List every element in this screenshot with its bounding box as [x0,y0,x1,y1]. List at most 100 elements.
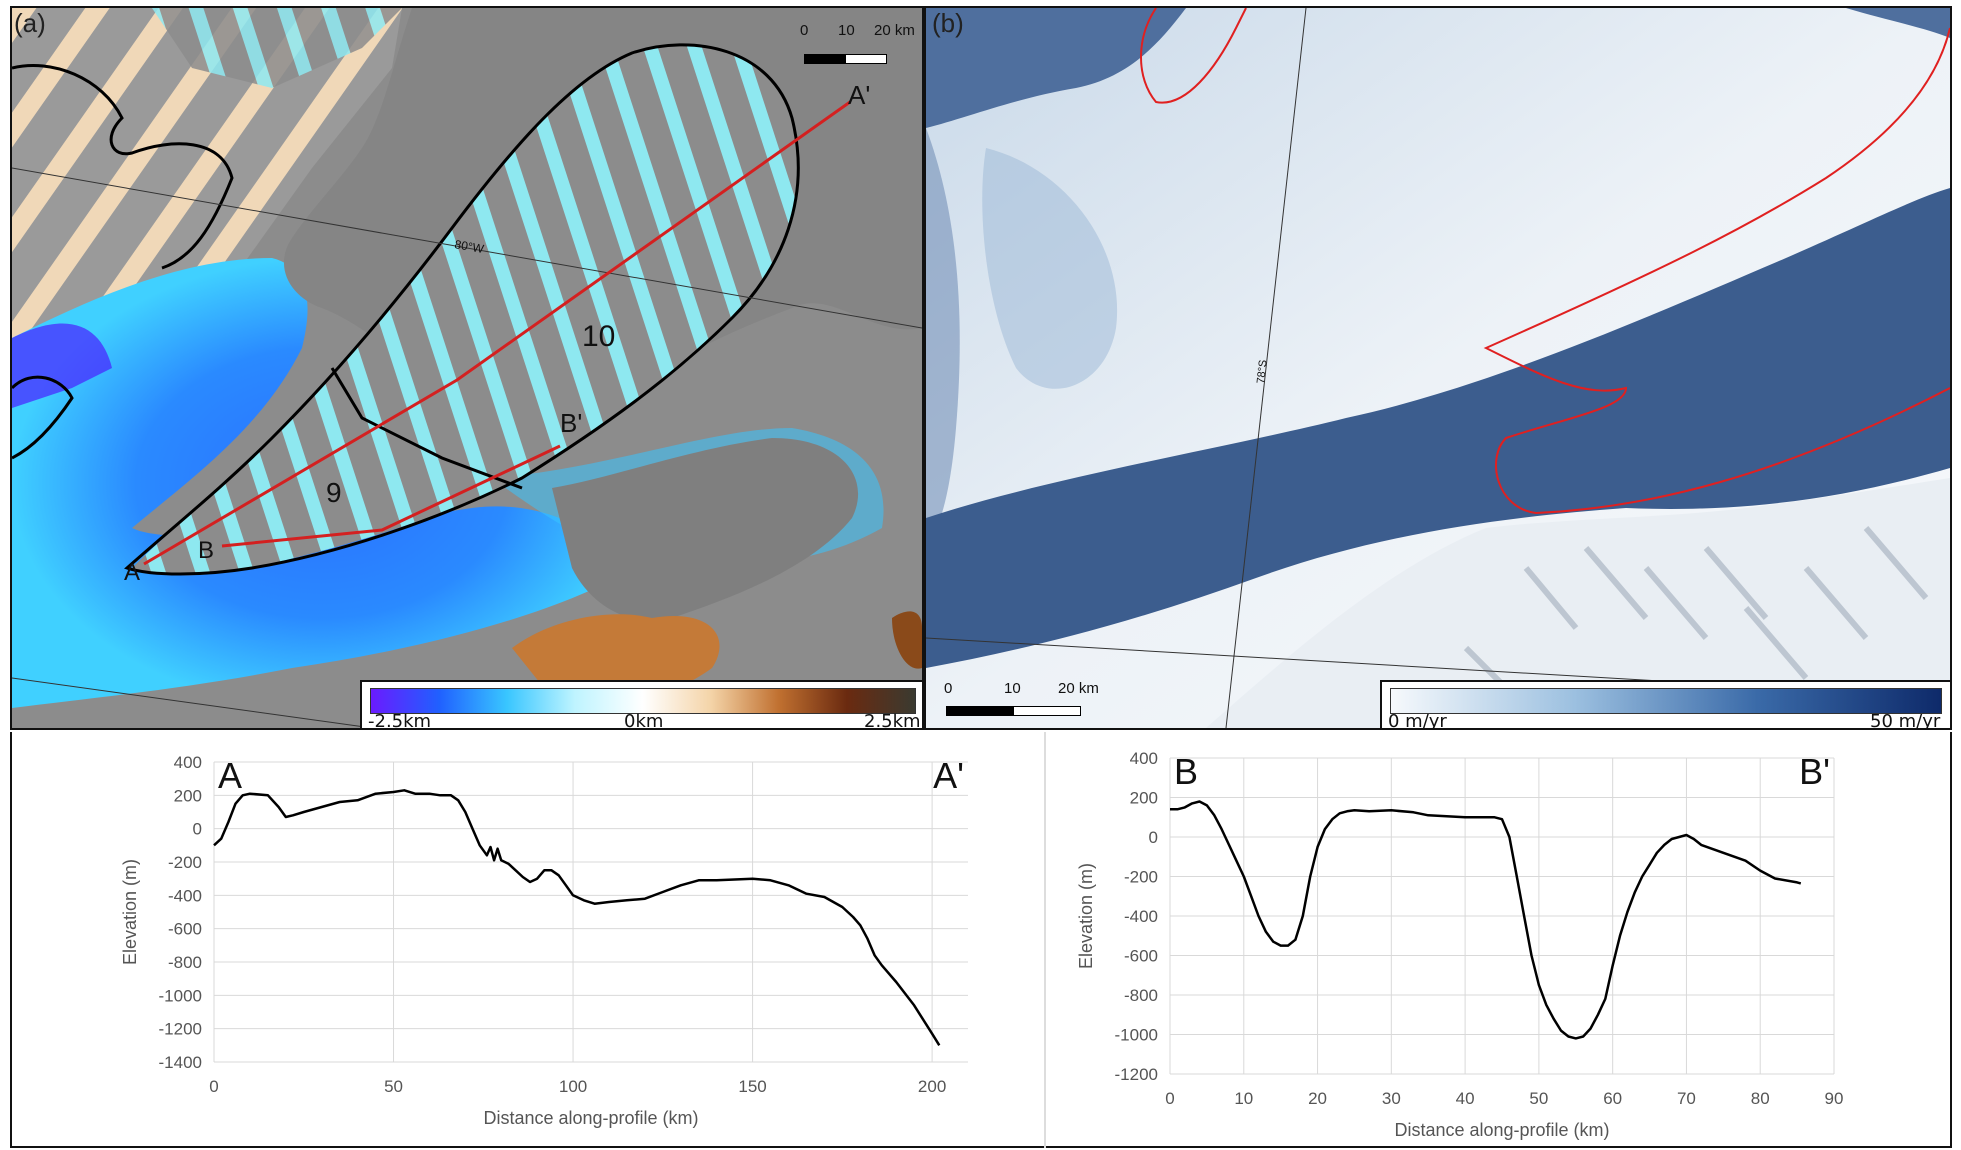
profile-b-xtick-label-5: 50 [1529,1089,1548,1108]
panel-b-scalebar-tick-0: 0 [944,680,953,697]
panel-a-scalebar-tick-10: 10 [838,22,855,39]
profile-a-ytick-label-2: 0 [193,820,202,839]
profile-a-xlabel: Distance along-profile (km) [483,1108,698,1128]
profile-a-ytick-label-8: -1200 [159,1020,202,1039]
panel-b-scalebar: 0 10 20 km [940,680,1099,726]
profile-a-xtick-label-3: 150 [738,1077,766,1096]
profile-a-ytick-label-1: 200 [174,786,202,805]
profile-a-ytick-label-0: 400 [174,753,202,772]
profile-b-end-label: B' [560,408,582,438]
profile-a-xtick-label-4: 200 [918,1077,946,1096]
velocity-trough [926,188,1950,668]
profile-b-ytick-label-3: -200 [1124,868,1158,887]
profile-b-xtick-label-9: 90 [1825,1089,1844,1108]
profile-b-xtick-label-4: 40 [1456,1089,1475,1108]
profile-b-xtick-label-8: 80 [1751,1089,1770,1108]
profile-b-ytick-label-0: 400 [1130,749,1158,768]
profile-a-ytick-label-9: -1400 [159,1053,202,1072]
upper-cyan-hatch [152,8,402,88]
profile-charts: 400 200 0 -200 -400 -600 -800 -1000 -1200 -1400 0 5… [10,732,1952,1148]
profile-b-xtick-label-1: 10 [1234,1089,1253,1108]
mid-blue-ice [982,148,1118,389]
profile-a-ytick-label-7: -1000 [159,986,202,1005]
profile-b-xtick-label-7: 70 [1677,1089,1696,1108]
panel-b-colorbar-min: 0 m/yr [1388,711,1447,730]
profile-a-start-label: A [218,755,242,796]
panel-b-scalebar-black-seg [946,706,1014,716]
profile-a-ytick-label-5: -600 [168,920,202,939]
glacier-outlines [12,43,800,576]
panel-a-colorbar-mid: 0km [624,711,664,730]
panel-b-scalebar-tick-10: 10 [1004,680,1021,697]
panel-b-colorbar-max: 50 m/yr [1870,711,1941,730]
profile-b-xlabel: Distance along-profile (km) [1394,1120,1609,1140]
profile-b-xtick-label-3: 30 [1382,1089,1401,1108]
panel-b-scalebar-tick-20: 20 km [1058,680,1099,697]
graticule-line-lat [1225,8,1307,728]
profile-b-ytick-label-7: -1000 [1115,1026,1158,1045]
profile-a-start-label: A [124,559,140,586]
grey-land-south [552,438,859,621]
graticule-line-2 [12,677,373,728]
profile-b-start-label: B [198,537,214,564]
graticule-line-1 [12,167,922,329]
graticule-lat-label: 78°S [1255,359,1269,384]
panel-a-bed-elevation-map: 80°W A A' B B' 9 10 (a) 0 10 20 km -2.5k… [10,6,924,730]
upper-left-terrain [12,8,402,388]
profile-a-xtick-label-1: 50 [384,1077,403,1096]
profile-b-ytick-label-6: -800 [1124,986,1158,1005]
panel-a-label: (a) [14,8,46,38]
panel-a-scalebar: 0 10 20 km [798,22,918,68]
profile-a-series-line [213,789,941,1046]
region-9-label: 9 [326,477,342,508]
upper-left-dark-ice [926,8,1186,128]
red-outline-top [1140,8,1247,104]
panel-a-colorbar-min: -2.5km [368,711,432,730]
profile-line-a [143,100,851,566]
profile-b-xtick-label-6: 60 [1603,1089,1622,1108]
region-10-label: 10 [582,320,615,353]
profile-b-ytick-label-2: 0 [1149,828,1158,847]
profile-line-b [221,444,561,548]
profile-b-ylabel: Elevation (m) [1076,863,1096,969]
profile-b-ytick-label-1: 200 [1130,789,1158,808]
profile-b-start-label: B [1174,751,1198,792]
graticule-lon-label: 80°W [453,237,485,256]
profile-b-ytick-label-5: -600 [1124,947,1158,966]
profile-b-ytick-label-8: -1200 [1115,1065,1158,1084]
panel-b-map-graphic: 78°S [926,8,1950,728]
panel-b-label: (b) [932,8,964,38]
profile-a-ylabel: Elevation (m) [120,859,140,965]
brown-high-2 [892,611,922,669]
top-right-dark [1846,8,1950,38]
brown-high-1 [512,614,720,702]
profile-a-end-label: A' [933,755,964,796]
profile-a-chart: 400 200 0 -200 -400 -600 -800 -1000 -1200 -1400 0 5… [120,753,968,1128]
profile-a-xtick-label-2: 100 [559,1077,587,1096]
panel-a-scalebar-white-seg [845,54,887,64]
panel-b-velocity-map: 78°S (b) 0 10 20 km 0 m/yr 50 m/yr [924,6,1952,730]
deep-trough-left [12,323,112,408]
profile-b-ytick-label-4: -400 [1124,907,1158,926]
panel-a-map-graphic: 80°W A A' B B' 9 10 [12,8,922,728]
panel-a-colorbar-gradient [370,688,916,714]
profile-a-ytick-label-4: -400 [168,886,202,905]
profile-b-xtick-label-2: 20 [1308,1089,1327,1108]
hatched-ice-lobe [132,44,799,576]
profile-a-xtick-label-0: 0 [209,1077,218,1096]
chart-divider [1044,732,1046,1148]
red-outline-right [1483,27,1950,515]
panel-b-colorbar: 0 m/yr 50 m/yr [1380,680,1950,730]
profile-b-series-line [1170,800,1802,1040]
profile-a-end-label: A' [848,80,870,110]
panel-a-scalebar-tick-20: 20 km [874,22,915,39]
panel-a-scalebar-tick-0: 0 [800,22,809,39]
panel-b-scalebar-white-seg [1013,706,1081,716]
profile-a-ytick-label-6: -800 [168,953,202,972]
panel-b-colorbar-gradient [1390,688,1942,714]
profile-b-end-label: B' [1799,751,1830,792]
profile-a-ytick-label-3: -200 [168,853,202,872]
profile-b-chart: 400 200 0 -200 -400 -600 -800 -1000 -1200 0 10 20 30… [1076,749,1844,1140]
panel-a-colorbar-max: 2.5km [864,711,921,730]
